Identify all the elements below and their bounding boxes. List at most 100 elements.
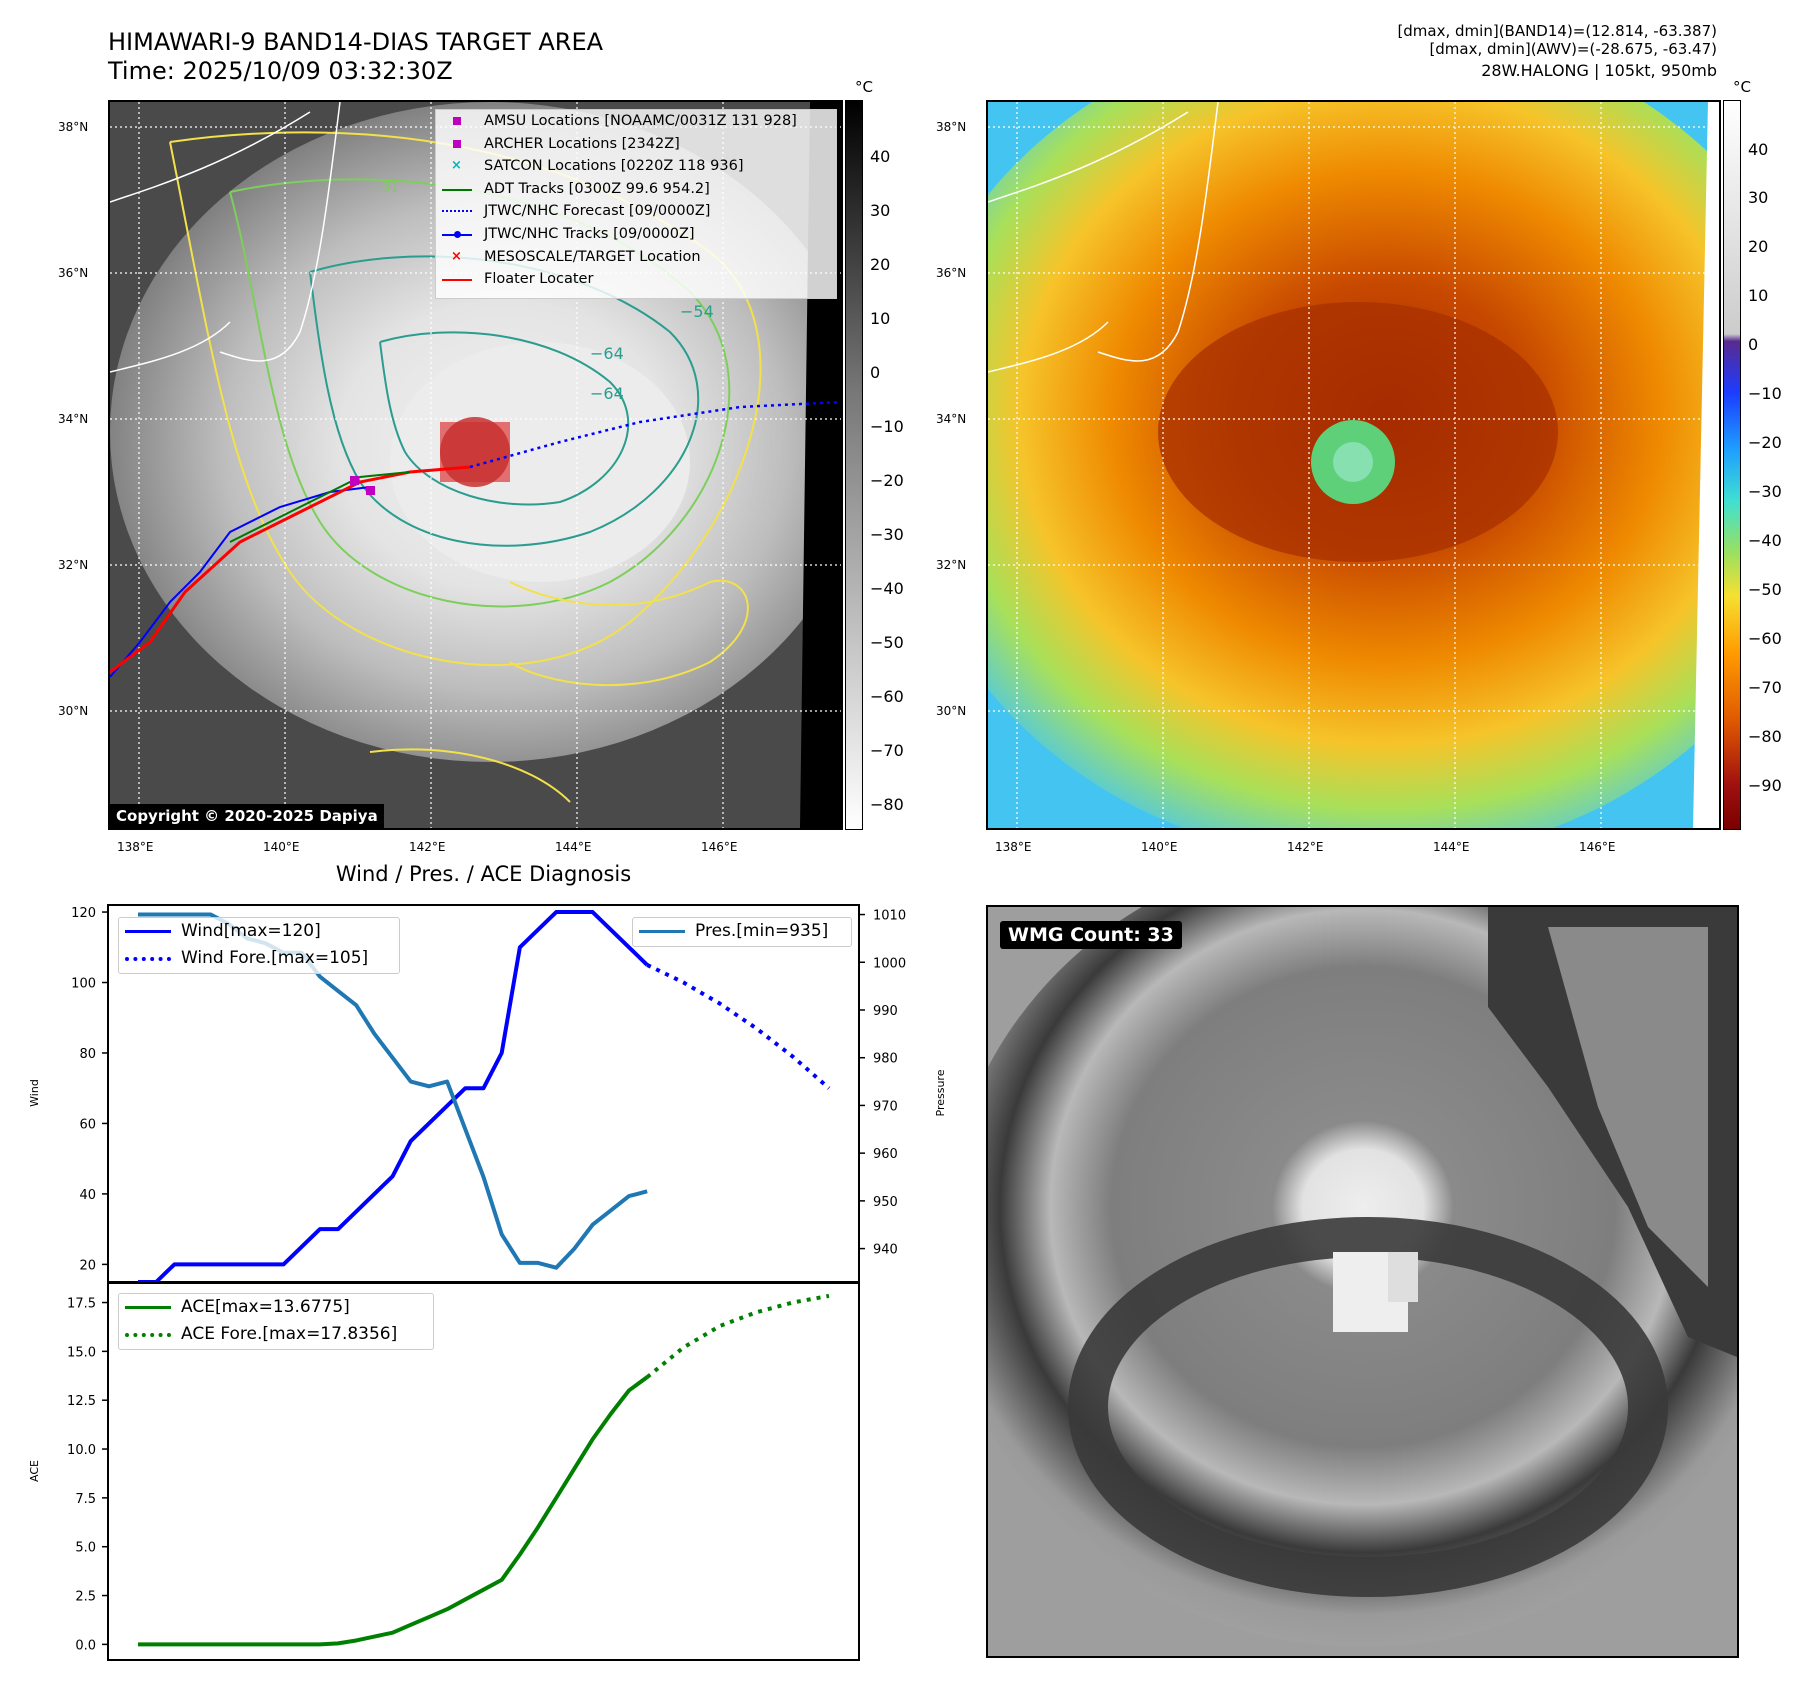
lat-label: 32°N bbox=[936, 558, 967, 572]
contour-label: −64 bbox=[590, 344, 624, 363]
lat-label: 34°N bbox=[58, 412, 89, 426]
archer-marker bbox=[366, 486, 375, 495]
y-tick-label: 15.0 bbox=[67, 1345, 96, 1360]
lon-label: 140°E bbox=[1141, 840, 1178, 854]
dotted-line-icon bbox=[442, 210, 472, 213]
diagnosis-title: Wind / Pres. / ACE Diagnosis bbox=[335, 862, 632, 886]
ir-map-legend: AMSU Locations [NOAAMC/0031Z 131 928] AR… bbox=[435, 109, 837, 299]
legend-item-ace-forecast: ACE Fore.[max=17.8356] bbox=[119, 1321, 433, 1348]
legend-item-adt: ADT Tracks [0300Z 99.6 954.2] bbox=[436, 178, 836, 201]
legend-item-pressure: Pres.[min=935] bbox=[633, 918, 851, 945]
figure-title: HIMAWARI-9 BAND14-DIAS TARGET AREA bbox=[108, 28, 604, 56]
y-tick-label: 0.0 bbox=[75, 1638, 96, 1653]
legend-item-ace: ACE[max=13.6775] bbox=[119, 1294, 433, 1321]
series-line-0 bbox=[138, 1375, 649, 1647]
solid-line-icon bbox=[639, 930, 685, 933]
wmg-count-badge: WMG Count: 33 bbox=[1000, 921, 1182, 949]
adt-track bbox=[229, 471, 411, 543]
y-axis-label: ACE bbox=[28, 1460, 41, 1482]
awv-colorbar-labels: 40 30 20 10 0 −10 −20 −30 −40 −50 −60 −7… bbox=[1748, 140, 1782, 795]
solid-line-icon bbox=[125, 930, 171, 933]
x-marker-icon: × bbox=[451, 248, 462, 264]
legend-item-amsu: AMSU Locations [NOAAMC/0031Z 131 928] bbox=[436, 110, 836, 133]
info-storm: 28W.HALONG | 105kt, 950mb bbox=[1481, 61, 1717, 80]
lon-label: 140°E bbox=[263, 840, 300, 854]
legend-item-jtwc-forecast: JTWC/NHC Forecast [09/0000Z] bbox=[436, 200, 836, 223]
jtwc-track bbox=[110, 486, 371, 678]
y2-axis-label: Pressure bbox=[934, 1069, 947, 1116]
contour-label: −64 bbox=[590, 384, 624, 403]
series-line-1 bbox=[645, 1293, 830, 1379]
plot-frame bbox=[107, 1282, 860, 1661]
jtwc-forecast-track bbox=[469, 400, 841, 469]
figure-time: Time: 2025/10/09 03:32:30Z bbox=[108, 57, 453, 85]
lon-label: 144°E bbox=[555, 840, 592, 854]
y2-tick-label: 960 bbox=[873, 1147, 898, 1162]
y-tick-label: 120 bbox=[71, 906, 96, 921]
y-tick-label: 100 bbox=[71, 977, 96, 992]
x-marker-icon: × bbox=[451, 158, 462, 174]
line-marker-icon bbox=[442, 188, 472, 191]
legend-item-floater: Floater Locater bbox=[436, 268, 836, 291]
wind-legend: Wind[max=120] Wind Fore.[max=105] bbox=[118, 917, 400, 974]
y-tick-label: 5.0 bbox=[75, 1541, 96, 1556]
lat-label: 32°N bbox=[58, 558, 89, 572]
series-line-0 bbox=[138, 910, 649, 1284]
legend-item-archer: ARCHER Locations [2342Z] bbox=[436, 133, 836, 156]
ir-colorbar-labels: 40 30 20 10 0 −10 −20 −30 −40 −50 −60 −7… bbox=[870, 147, 904, 814]
lat-label: 38°N bbox=[58, 120, 89, 134]
y-tick-label: 40 bbox=[79, 1188, 96, 1203]
y2-tick-label: 950 bbox=[873, 1195, 898, 1210]
lon-label: 138°E bbox=[995, 840, 1032, 854]
ir-colorbar bbox=[845, 100, 863, 830]
lat-label: 30°N bbox=[936, 704, 967, 718]
ir-colorbar-unit: °C bbox=[855, 78, 873, 96]
pressure-legend: Pres.[min=935] bbox=[632, 917, 852, 947]
copyright-label: Copyright © 2020-2025 Dapiya bbox=[110, 804, 384, 828]
awv-map-panel bbox=[986, 100, 1721, 830]
y-tick-label: 7.5 bbox=[75, 1492, 96, 1507]
contour-label: −31 bbox=[370, 180, 400, 196]
y-axis-label: Wind bbox=[28, 1079, 41, 1107]
y-tick-label: 60 bbox=[79, 1117, 96, 1132]
y-tick-label: 80 bbox=[79, 1047, 96, 1062]
lon-label: 146°E bbox=[1579, 840, 1616, 854]
legend-item-jtwc-tracks: JTWC/NHC Tracks [09/0000Z] bbox=[436, 223, 836, 246]
wmg-image bbox=[988, 907, 1737, 1656]
lat-label: 36°N bbox=[58, 266, 89, 280]
square-marker-icon bbox=[453, 117, 461, 125]
y-tick-label: 20 bbox=[79, 1258, 96, 1273]
wind-pressure-chart: 20 40 60 80 100 120 940 950 960 970 980 990 1000 1010… bbox=[28, 904, 947, 1284]
y-tick-label: 12.5 bbox=[67, 1394, 96, 1409]
lon-label: 142°E bbox=[409, 840, 446, 854]
dotted-line-icon bbox=[125, 1333, 171, 1337]
awv-colorbar-unit: °C bbox=[1733, 78, 1751, 96]
ace-legend: ACE[max=13.6775] ACE Fore.[max=17.8356] bbox=[118, 1293, 434, 1350]
y2-tick-label: 980 bbox=[873, 1052, 898, 1067]
lat-label: 30°N bbox=[58, 704, 89, 718]
series-line-1 bbox=[646, 963, 831, 1090]
contour-label: −54 bbox=[680, 302, 714, 321]
info-band14: [dmax, dmin](BAND14)=(12.814, -63.387) bbox=[1397, 22, 1717, 40]
awv-map-image bbox=[988, 102, 1719, 828]
lon-label: 146°E bbox=[701, 840, 738, 854]
lon-label: 142°E bbox=[1287, 840, 1324, 854]
dotted-line-icon bbox=[125, 957, 171, 961]
lon-label: 138°E bbox=[117, 840, 154, 854]
legend-item-satcon: × SATCON Locations [0220Z 118 936] bbox=[436, 155, 836, 178]
lat-label: 36°N bbox=[936, 266, 967, 280]
ir-map-panel: AMSU Locations [NOAAMC/0031Z 131 928] AR… bbox=[108, 100, 843, 830]
y2-tick-label: 1000 bbox=[873, 956, 906, 971]
line-marker-icon bbox=[442, 279, 472, 282]
awv-colorbar bbox=[1723, 100, 1741, 830]
ace-chart: 0.0 2.5 5.0 7.5 10.0 12.5 15.0 17.5 ACE bbox=[28, 1282, 860, 1661]
lat-label: 38°N bbox=[936, 120, 967, 134]
y-tick-label: 17.5 bbox=[67, 1297, 96, 1312]
y-tick-label: 10.0 bbox=[67, 1443, 96, 1458]
solid-line-icon bbox=[125, 1306, 171, 1309]
y2-tick-label: 1010 bbox=[873, 909, 906, 924]
wmg-panel: WMG Count: 33 bbox=[986, 905, 1739, 1658]
info-awv: [dmax, dmin](AWV)=(-28.675, -63.47) bbox=[1429, 40, 1717, 58]
lon-label: 144°E bbox=[1433, 840, 1470, 854]
legend-item-target: × MESOSCALE/TARGET Location bbox=[436, 246, 836, 269]
